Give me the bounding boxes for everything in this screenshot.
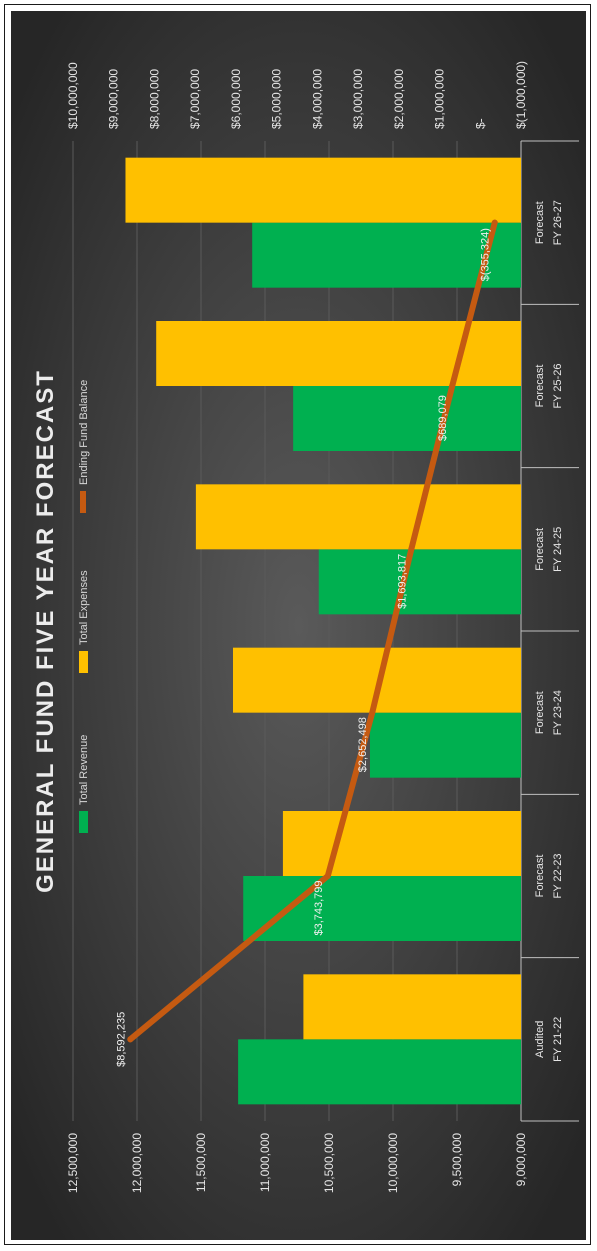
right-axis-tick-label: $5,000,000 (270, 69, 284, 129)
bar-total-revenue (318, 549, 521, 615)
bar-total-revenue (238, 1039, 521, 1105)
left-axis-tick-label: 9,500,000 (450, 1133, 464, 1187)
right-axis-tick-label: $7,000,000 (188, 69, 202, 129)
page-frame (4, 4, 591, 1245)
fund-balance-data-label: $8,592,235 (115, 1012, 127, 1067)
category-label: Forecast (534, 691, 546, 734)
bar-total-revenue (252, 222, 521, 288)
category-label: Forecast (534, 365, 546, 408)
right-axis-tick-label: $9,000,000 (107, 69, 121, 129)
left-axis-tick-label: 12,000,000 (130, 1133, 144, 1193)
fund-balance-data-label: $2,652,498 (357, 717, 369, 772)
grid-layer (72, 140, 579, 1122)
right-axis-tick-label: $1,000,000 (433, 69, 447, 129)
category-label: FY 24-25 (552, 527, 564, 572)
right-axis-tick-label: $4,000,000 (310, 69, 324, 129)
left-axis-tick-label: 9,000,000 (514, 1133, 528, 1187)
legend-label: Total Revenue (78, 735, 90, 805)
category-label: FY 25-26 (552, 363, 564, 408)
fund-balance-line (127, 219, 498, 1043)
legend-swatch (80, 491, 86, 513)
left-axis-tick-label: 11,500,000 (194, 1133, 208, 1192)
left-axis-tick-label: 12,500,000 (66, 1133, 80, 1193)
fund-balance-data-label: $1,693,817 (396, 554, 408, 609)
bar-total-expenses (125, 157, 521, 223)
right-axis-tick-label: $- (473, 118, 487, 129)
bar-total-revenue (293, 386, 521, 451)
category-label: FY 23-24 (552, 690, 564, 735)
category-label: FY 21-22 (552, 1017, 564, 1062)
chart-svg: $8,592,235 $3,743,799 $2,652,498 $1,693,817… (11, 11, 586, 1240)
fund-balance-data-label: $3,743,799 (313, 880, 325, 935)
legend-swatch (79, 811, 88, 833)
category-label: Forecast (534, 528, 546, 571)
fund-balance-data-label: $(355,324) (480, 228, 492, 281)
fund-balance-point (127, 1036, 134, 1043)
right-axis-tick-label: $3,000,000 (351, 69, 365, 129)
chart-panel: $8,592,235 $3,743,799 $2,652,498 $1,693,817… (11, 11, 586, 1240)
bar-total-expenses (282, 811, 521, 876)
fund-balance-point (491, 219, 498, 226)
bar-total-revenue (369, 712, 521, 778)
category-label: Forecast (534, 855, 546, 898)
right-axis-tick-label: $6,000,000 (229, 69, 243, 129)
fund-balance-point (369, 709, 376, 716)
text-layer: $8,592,235 $3,743,799 $2,652,498 $1,693,817… (32, 61, 564, 1193)
fund-balance-data-label: $689,079 (437, 395, 449, 441)
chart-title: GENERAL FUND FIVE YEAR FORECAST (32, 369, 59, 893)
bars-layer (125, 157, 522, 1105)
right-axis-tick-label: $8,000,000 (147, 69, 161, 129)
legend-label: Total Expenses (78, 570, 90, 645)
left-axis-tick-label: 11,000,000 (258, 1133, 272, 1192)
category-label: Audited (534, 1021, 546, 1058)
category-label: Forecast (534, 201, 546, 244)
right-axis-tick-label: $10,000,000 (66, 62, 80, 129)
fund-balance-point (449, 383, 456, 389)
fund-balance-line-layer (127, 219, 498, 1043)
left-axis-tick-label: 10,500,000 (322, 1133, 336, 1193)
bar-total-expenses (195, 484, 521, 550)
category-label: FY 22-23 (552, 853, 564, 898)
fund-balance-point (324, 873, 331, 879)
right-axis-tick-label: $2,000,000 (392, 69, 406, 129)
fund-balance-point (408, 546, 415, 553)
left-axis-tick-label: 10,000,000 (386, 1133, 400, 1193)
bar-total-expenses (303, 974, 521, 1040)
category-label: FY 26-27 (552, 200, 564, 245)
right-axis-tick-label: $(1,000,000) (514, 61, 528, 129)
legend-swatch (79, 651, 88, 673)
legend-label: Ending Fund Balance (78, 380, 90, 485)
